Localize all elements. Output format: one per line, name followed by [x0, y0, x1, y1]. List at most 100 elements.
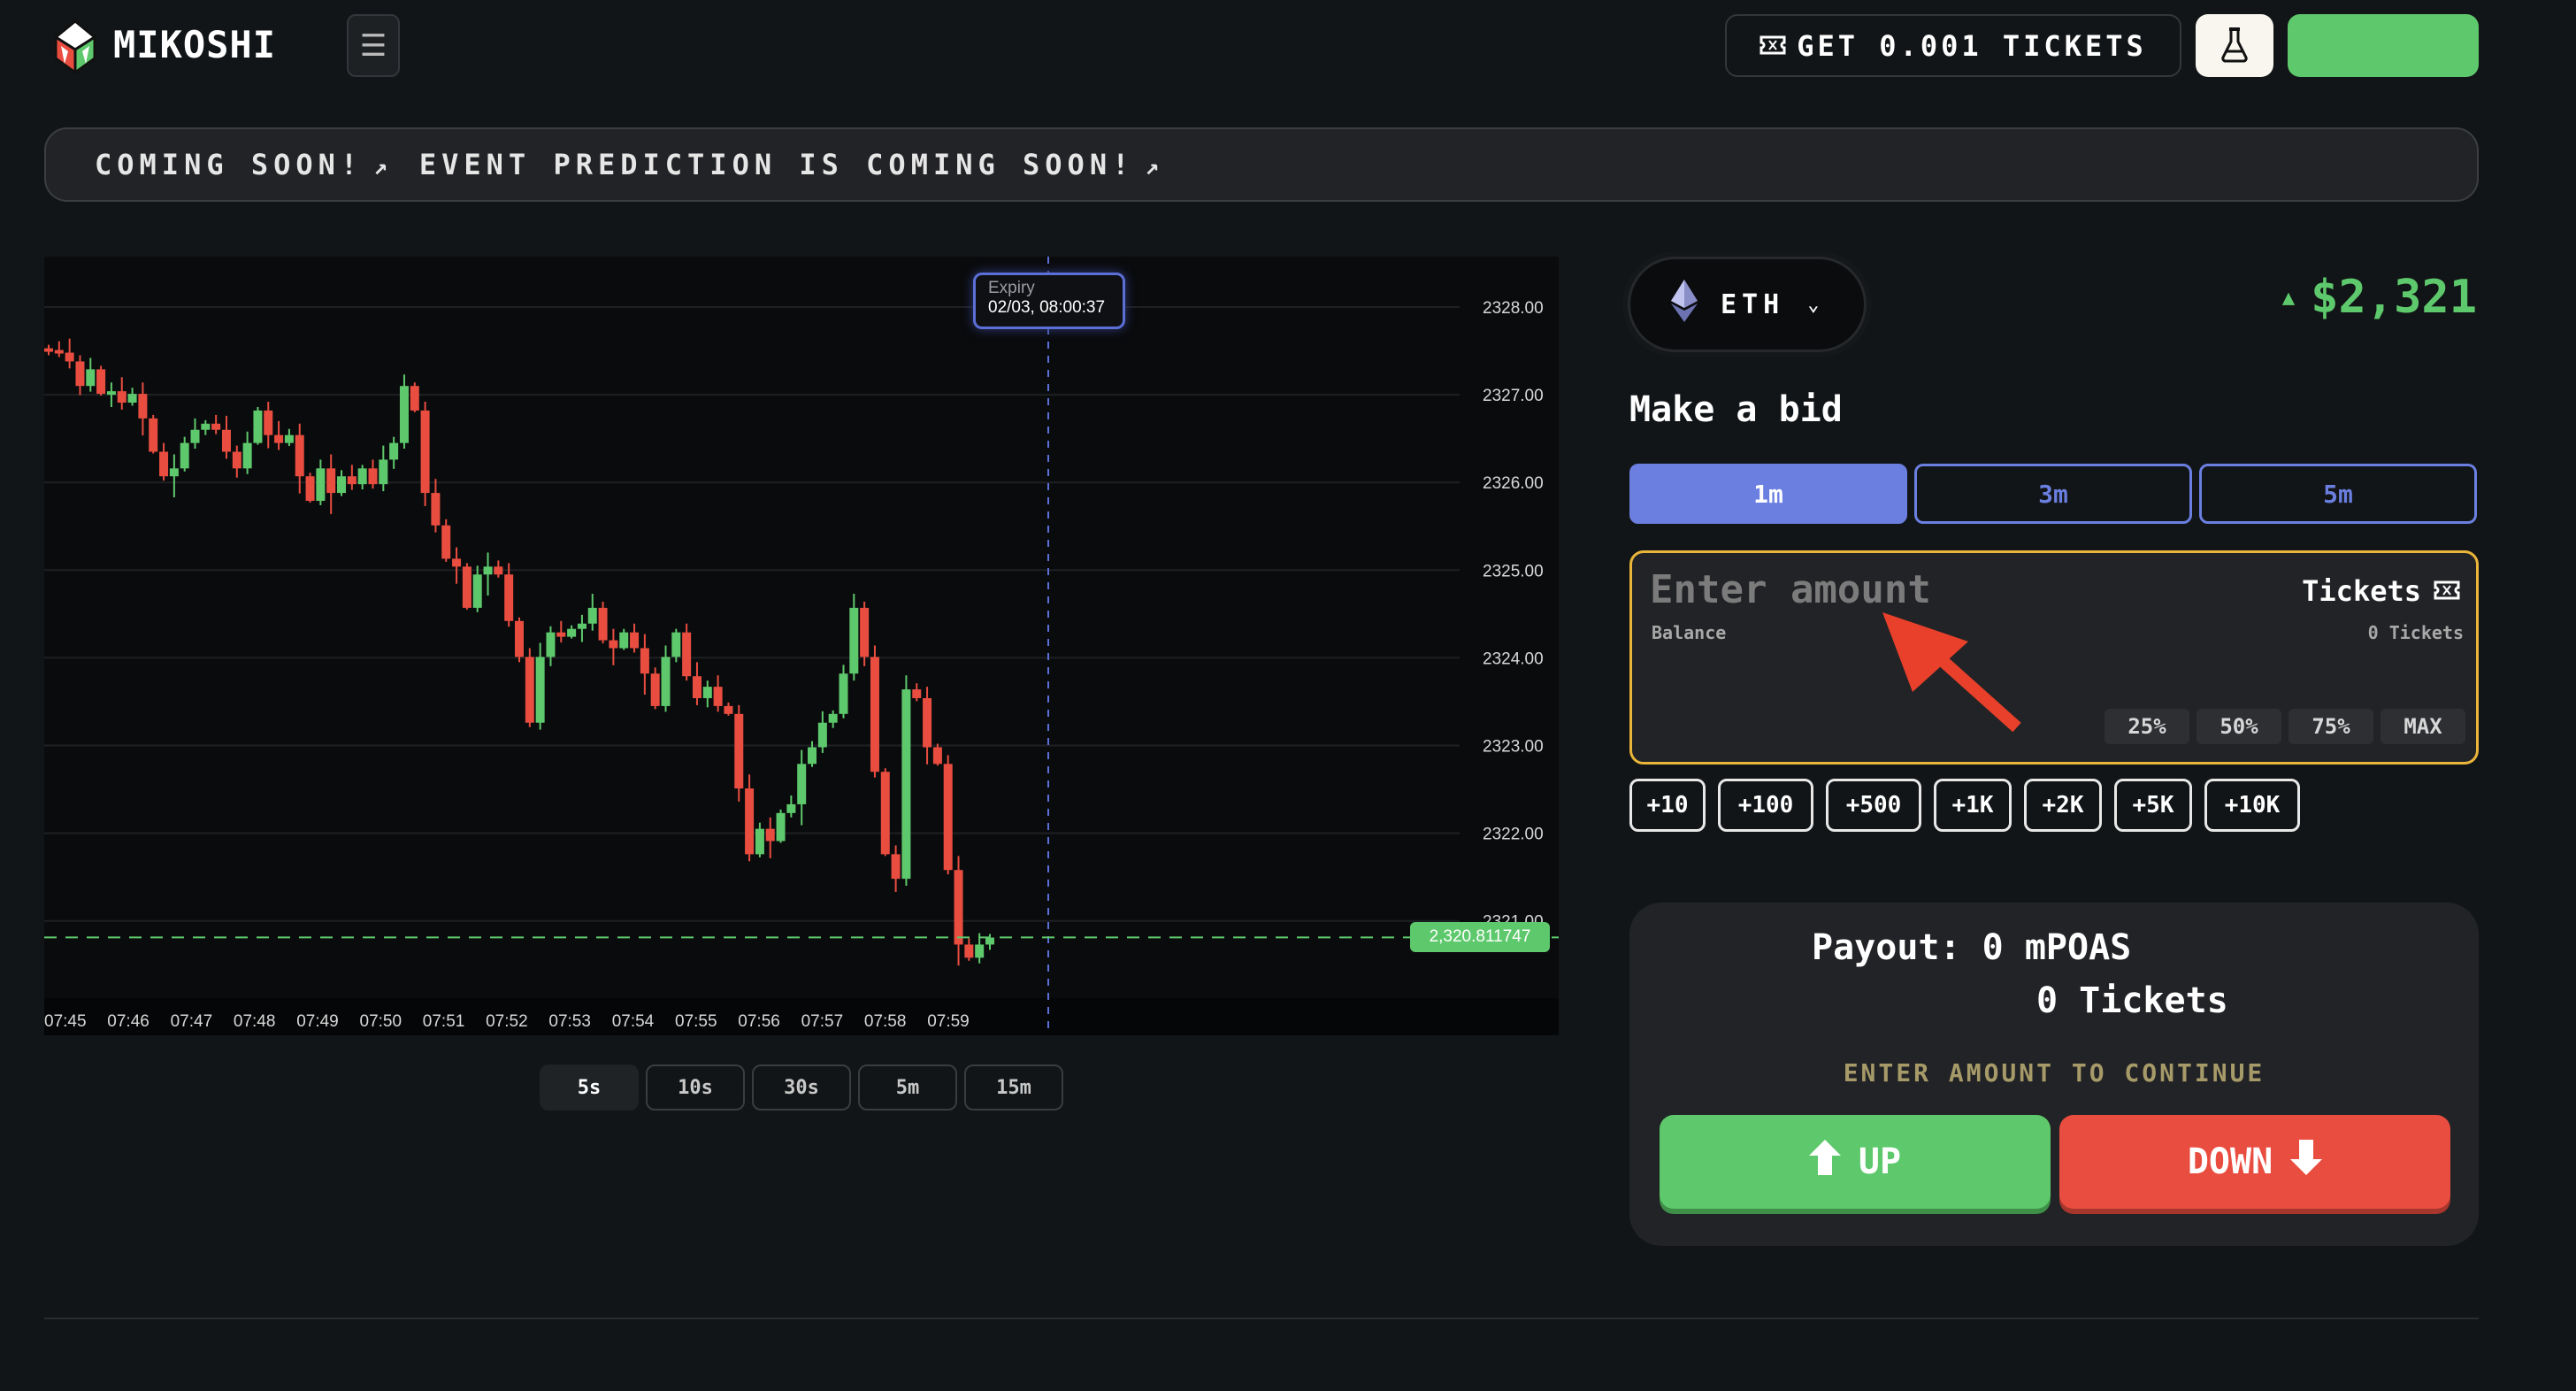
candle: [399, 386, 409, 443]
candle: [776, 812, 786, 842]
candlestick-chart[interactable]: 2329.002328.002327.002326.002325.002324.…: [44, 257, 1559, 1035]
candle: [661, 657, 671, 706]
candle: [242, 442, 252, 469]
x-tick-label: 07:56: [738, 1012, 780, 1031]
payout-row: Payout: 0 mPOAS: [1812, 927, 2131, 968]
interval-5m[interactable]: 5m: [858, 1064, 957, 1110]
add-1k-button[interactable]: +1K: [1934, 779, 2012, 832]
candle: [149, 418, 158, 452]
up-button[interactable]: UP: [1660, 1115, 2051, 1209]
x-tick-label: 07:51: [423, 1012, 465, 1031]
candle: [932, 747, 942, 765]
candle: [912, 689, 922, 698]
candle: [870, 657, 879, 772]
candle: [891, 854, 901, 880]
candle: [765, 828, 775, 842]
down-label: DOWN: [2187, 1141, 2273, 1182]
interval-30s[interactable]: 30s: [752, 1064, 851, 1110]
down-button[interactable]: DOWN: [2059, 1115, 2450, 1209]
candle: [849, 607, 859, 674]
external-link-icon: ↗: [373, 154, 387, 181]
price-value: $2,321: [2311, 271, 2477, 324]
candle: [410, 386, 419, 411]
candle: [630, 632, 640, 649]
interval-10s[interactable]: 10s: [646, 1064, 745, 1110]
candle: [127, 394, 137, 403]
candle: [923, 697, 932, 748]
candle: [221, 429, 231, 452]
asset-selector[interactable]: ETH ⌄: [1628, 257, 1867, 352]
candle: [535, 657, 545, 723]
mikoshi-logo-icon[interactable]: [49, 19, 102, 75]
candle: [337, 476, 347, 494]
candle: [253, 410, 263, 443]
price-chart[interactable]: 2329.002328.002327.002326.002325.002324.…: [44, 257, 1559, 1035]
candle: [368, 468, 378, 485]
current-price: ▲ $2,321: [2282, 271, 2477, 324]
candle: [117, 391, 126, 403]
candle: [462, 566, 472, 608]
candle: [682, 632, 692, 677]
candle: [420, 410, 430, 494]
interval-15m[interactable]: 15m: [964, 1064, 1063, 1110]
candle: [828, 713, 838, 723]
announcement-banner: COMING SOON! ↗ EVENT PREDICTION IS COMING…: [44, 127, 2479, 202]
candle: [326, 468, 336, 494]
candle: [985, 937, 994, 945]
percent-25-button[interactable]: 25%: [2104, 709, 2189, 744]
get-tickets-button[interactable]: GET 0.001 TICKETS: [1725, 14, 2181, 77]
candle: [201, 423, 211, 430]
add-100-button[interactable]: +100: [1718, 779, 1813, 832]
asset-name: ETH: [1721, 288, 1785, 320]
faucet-button[interactable]: [2196, 14, 2273, 77]
candle: [515, 620, 524, 657]
ticket-icon: [2434, 574, 2460, 608]
x-tick-label: 07:50: [360, 1012, 402, 1031]
candle: [65, 352, 74, 362]
x-tick-label: 07:54: [612, 1012, 655, 1031]
period-5m[interactable]: 5m: [2199, 464, 2477, 524]
connect-wallet-button[interactable]: [2288, 14, 2479, 77]
candle: [452, 558, 462, 567]
candle: [671, 632, 681, 657]
add-5k-button[interactable]: +5K: [2114, 779, 2192, 832]
candle: [441, 525, 451, 559]
max-button[interactable]: MAX: [2380, 709, 2465, 744]
add-2k-button[interactable]: +2K: [2024, 779, 2102, 832]
banner-link-coming-soon[interactable]: COMING SOON! ↗: [95, 148, 387, 181]
y-tick-label: 2326.00: [1483, 474, 1544, 493]
add-10-button[interactable]: +10: [1629, 779, 1706, 832]
y-tick-label: 2328.00: [1483, 299, 1544, 318]
menu-button[interactable]: ☰: [347, 14, 400, 77]
banner-text: COMING SOON!: [95, 148, 364, 181]
x-tick-label: 07:52: [486, 1012, 528, 1031]
y-tick-label: 2325.00: [1483, 562, 1544, 580]
period-1m[interactable]: 1m: [1629, 464, 1907, 524]
banner-link-event-prediction[interactable]: EVENT PREDICTION IS COMING SOON! ↗: [419, 148, 1159, 181]
candle: [472, 574, 482, 608]
candle: [504, 574, 514, 621]
candle: [347, 476, 356, 485]
candle: [880, 772, 890, 855]
x-tick-label: 07:46: [107, 1012, 150, 1031]
interval-5s[interactable]: 5s: [540, 1064, 639, 1110]
percent-75-button[interactable]: 75%: [2288, 709, 2373, 744]
y-tick-label: 2327.00: [1483, 387, 1544, 405]
get-tickets-label: GET 0.001 TICKETS: [1797, 28, 2147, 63]
candle: [169, 468, 179, 477]
candle: [713, 687, 723, 706]
add-500-button[interactable]: +500: [1826, 779, 1921, 832]
percent-50-button[interactable]: 50%: [2196, 709, 2281, 744]
add-10k-button[interactable]: +10K: [2204, 779, 2300, 832]
arrow-up-icon: [1808, 1140, 1841, 1184]
ethereum-icon: [1671, 280, 1698, 329]
candle: [734, 713, 744, 789]
period-3m[interactable]: 3m: [1914, 464, 2192, 524]
candle: [692, 676, 702, 698]
amount-input[interactable]: [1650, 567, 2145, 612]
y-tick-label: 2323.00: [1483, 738, 1544, 757]
candle: [274, 434, 284, 443]
candle: [546, 632, 556, 657]
arrow-down-icon: [2290, 1140, 2323, 1184]
expiry-tooltip: Expiry 02/03, 08:00:37: [973, 273, 1125, 329]
